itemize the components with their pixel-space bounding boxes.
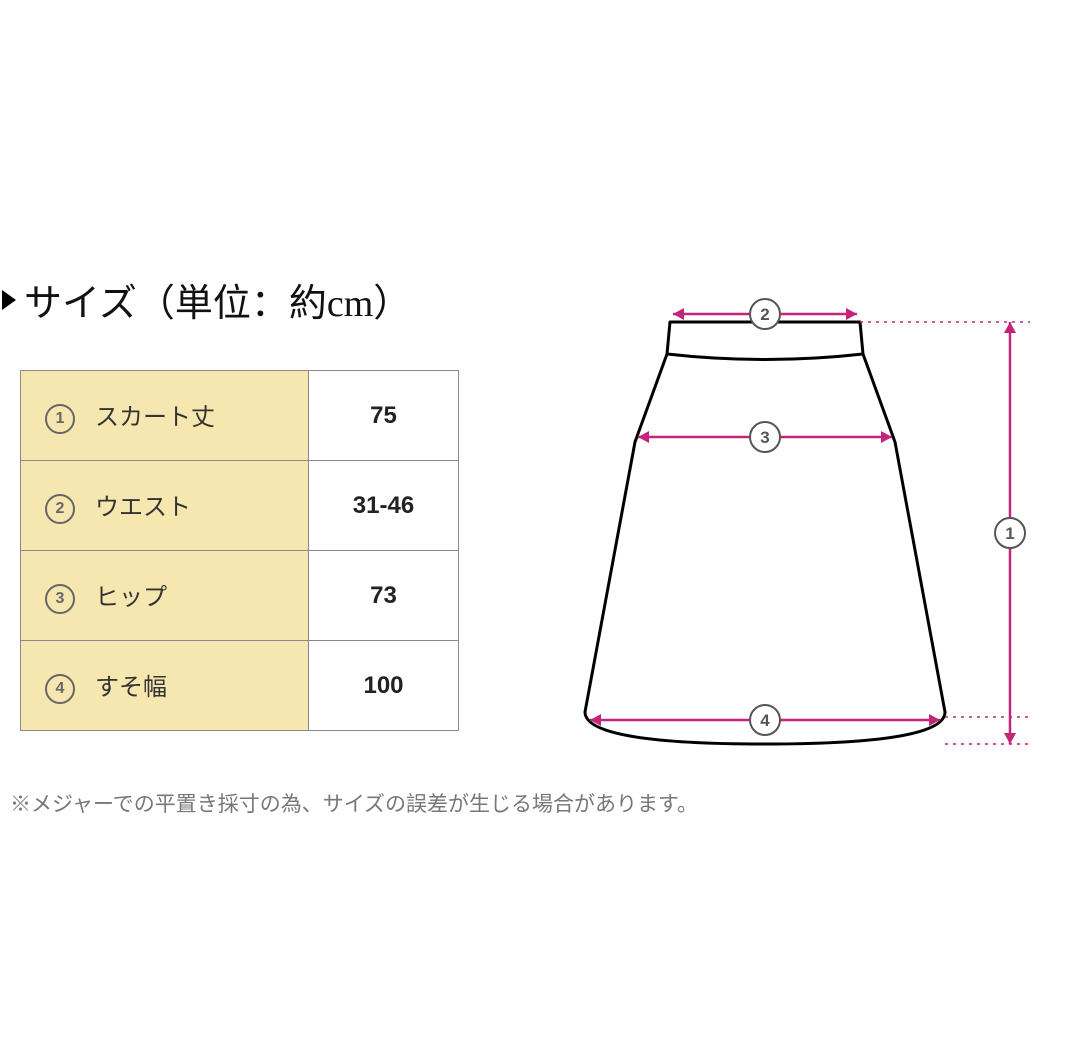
label-cell: 4 すそ幅 — [21, 641, 309, 731]
heading-text: サイズ（単位：約cm） — [24, 272, 411, 327]
row-label: スカート丈 — [95, 404, 215, 431]
label-cell: 2 ウエスト — [21, 461, 309, 551]
table-row: 2 ウエスト 31-46 — [21, 461, 459, 551]
row-label: すそ幅 — [95, 674, 167, 701]
row-label: ヒップ — [95, 584, 167, 611]
label-cell: 3 ヒップ — [21, 551, 309, 641]
row-marker: 2 — [45, 494, 75, 524]
dim-waist-arrowhead — [846, 308, 857, 320]
value-cell: 31-46 — [309, 461, 459, 551]
dim-length-arrowhead — [1004, 322, 1016, 333]
row-marker: 1 — [45, 404, 75, 434]
value-cell: 73 — [309, 551, 459, 641]
size-chart-page: サイズ（単位：約cm） 1 スカート丈 75 2 ウエスト 31-46 3 ヒップ 73 4 すそ幅… — [0, 0, 1080, 1055]
dim-hem-marker-label: 4 — [760, 711, 770, 730]
table-row: 1 スカート丈 75 — [21, 371, 459, 461]
dim-waist-marker-label: 2 — [760, 305, 769, 324]
waist-seam — [667, 354, 863, 360]
skirt-outline — [585, 322, 945, 744]
size-table: 1 スカート丈 75 2 ウエスト 31-46 3 ヒップ 73 4 すそ幅 100 — [20, 370, 459, 731]
footnote: ※メジャーでの平置き採寸の為、サイズの誤差が生じる場合があります。 — [10, 788, 698, 818]
table-row: 3 ヒップ 73 — [21, 551, 459, 641]
value-cell: 75 — [309, 371, 459, 461]
row-marker: 4 — [45, 674, 75, 704]
row-label: ウエスト — [95, 494, 191, 521]
dim-length-marker-label: 1 — [1005, 524, 1014, 543]
triangle-bullet-icon — [2, 290, 16, 310]
section-heading: サイズ（単位：約cm） — [8, 272, 411, 327]
label-cell: 1 スカート丈 — [21, 371, 309, 461]
dim-waist-arrowhead — [673, 308, 684, 320]
dim-hip-marker-label: 3 — [760, 428, 769, 447]
dim-length-arrowhead — [1004, 733, 1016, 744]
value-cell: 100 — [309, 641, 459, 731]
row-marker: 3 — [45, 584, 75, 614]
skirt-diagram: 2 3 4 1 — [550, 272, 1060, 782]
table-row: 4 すそ幅 100 — [21, 641, 459, 731]
